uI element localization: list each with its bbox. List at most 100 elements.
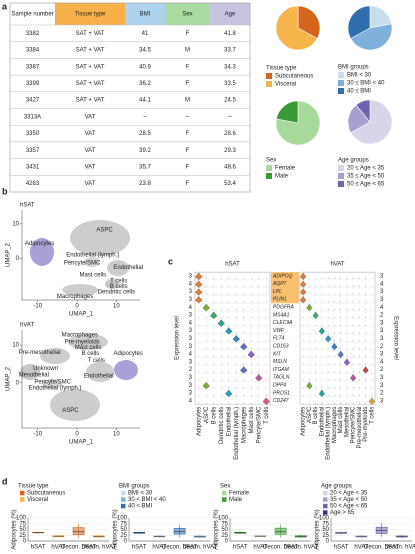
violin [325,335,332,343]
table-cell: 41.8 [224,31,236,37]
umap-title: hVAT [20,323,34,329]
x-axis-label: UMAP_1 [69,440,94,446]
legend-label: 50 ≤ Age < 65 [347,182,385,188]
y-tick-label: 50 [19,527,26,533]
table-cell: 3384 [26,48,40,54]
legend-label: 20 < Age < 35 [330,491,368,497]
x-tick-label: Decon. hVAT [81,545,116,551]
table-border [9,2,251,193]
cell-type-label: Endothelial [226,407,232,437]
y-tick-label: 75 [19,521,26,527]
pie-title: Age groups [338,158,369,164]
violin [350,374,357,382]
scale-right: 3 [380,352,384,358]
legend-label: 30 ≤ BMI < 40 [347,81,385,87]
panel-label: b [2,186,8,196]
x-tick-label: -10 [33,304,42,310]
y-tick-label: 25 [120,533,127,539]
cell-type-label: Mast cells [338,407,344,434]
cell-type-label: Dendritic cells [219,407,225,444]
y-axis-label: Adipocytes (%) [113,509,119,549]
violin [195,272,203,280]
table-cell: VAT [85,114,96,120]
cell-cluster [114,360,138,380]
cell-type-label: Pericyte/SMC [256,406,262,443]
scale-left: 3 [189,313,193,319]
cell-cluster [86,362,114,382]
y-tick-label: 0 [326,539,330,545]
legend-swatch [323,510,328,515]
x-tick-label: hVAT [253,545,267,551]
y-tick-label: 0 [23,539,27,545]
box [72,527,85,535]
table-cell: 40.9 [139,64,151,70]
table-cell: VAT [85,131,96,137]
cluster-label: Mesothelial [19,373,49,379]
table-cell: F [186,165,190,171]
x-tick-label: hVAT [51,545,65,551]
violin [318,327,325,335]
highlight [271,272,299,304]
scale-left: 3 [189,344,193,350]
violin [240,366,248,374]
gene-label: ITGAM [273,367,290,373]
legend-swatch [338,173,344,179]
table-cell: 33.7 [224,48,236,54]
violin [202,381,210,390]
scale-left: 3 [189,336,193,342]
table-cell: F [186,181,190,187]
violin [300,272,307,280]
cluster-label: Pericyte/SMC [64,261,101,267]
table-cell: 39.2 [139,148,151,154]
scale-left: 3 [189,383,193,389]
scale-left: 3 [189,274,193,280]
violin [337,350,344,358]
violin [210,311,218,319]
y-axis-label: Adipocytes (%) [12,509,18,549]
header-cell [165,3,210,25]
cluster-label: Endothelial (lymph.) [29,385,82,391]
legend-label: Male [229,497,243,503]
table-cell: 3313A [24,114,41,120]
header-cell [55,3,125,25]
scale-left: 2 [189,367,193,373]
cluster-label: Pre-myeloids [65,339,100,345]
legend-label: Visceral [27,497,48,503]
gene-label: PLIN1 [273,297,287,303]
table-cell: SAT + VAT [76,81,105,87]
legend-swatch [121,497,126,502]
scale-right: 3 [380,375,384,381]
cell-cluster [84,257,100,267]
table-cell: SAT + VAT [76,64,105,70]
violin [362,366,369,374]
scale-left: 4 [189,281,193,287]
violin [195,296,203,304]
y-axis-label: Expression level [175,316,181,360]
scale-right: 3 [380,274,384,280]
legend-swatch [338,165,344,171]
header-text: Age [225,12,236,18]
violin [306,381,313,390]
violin [195,288,203,296]
legend-label: BMI < 30 [347,73,372,79]
x-tick-label: hSAT [334,545,349,551]
scale-right: 3 [380,289,384,295]
legend-title: BMI groups [119,484,150,490]
table-cell: 34.3 [224,64,236,70]
y-tick-label: 0 [16,256,20,262]
x-tick-label: Decon. hVAT [182,545,217,551]
legend-label: Female [229,491,250,497]
cell-cluster [50,389,100,421]
y-tick-label: 75 [120,521,127,527]
scale-right: 4 [380,305,384,311]
cell-type-label: T cells [264,407,270,424]
pie-slice [297,5,321,40]
x-tick-label: hSAT [31,545,46,551]
table-cell: F [186,131,190,137]
legend-title: Tissue type [18,484,49,490]
table-cell: 3350 [26,131,40,137]
table-cell: 36.2 [139,81,151,87]
x-tick-label: hSAT [233,545,248,551]
table-cell: 3387 [26,64,40,70]
